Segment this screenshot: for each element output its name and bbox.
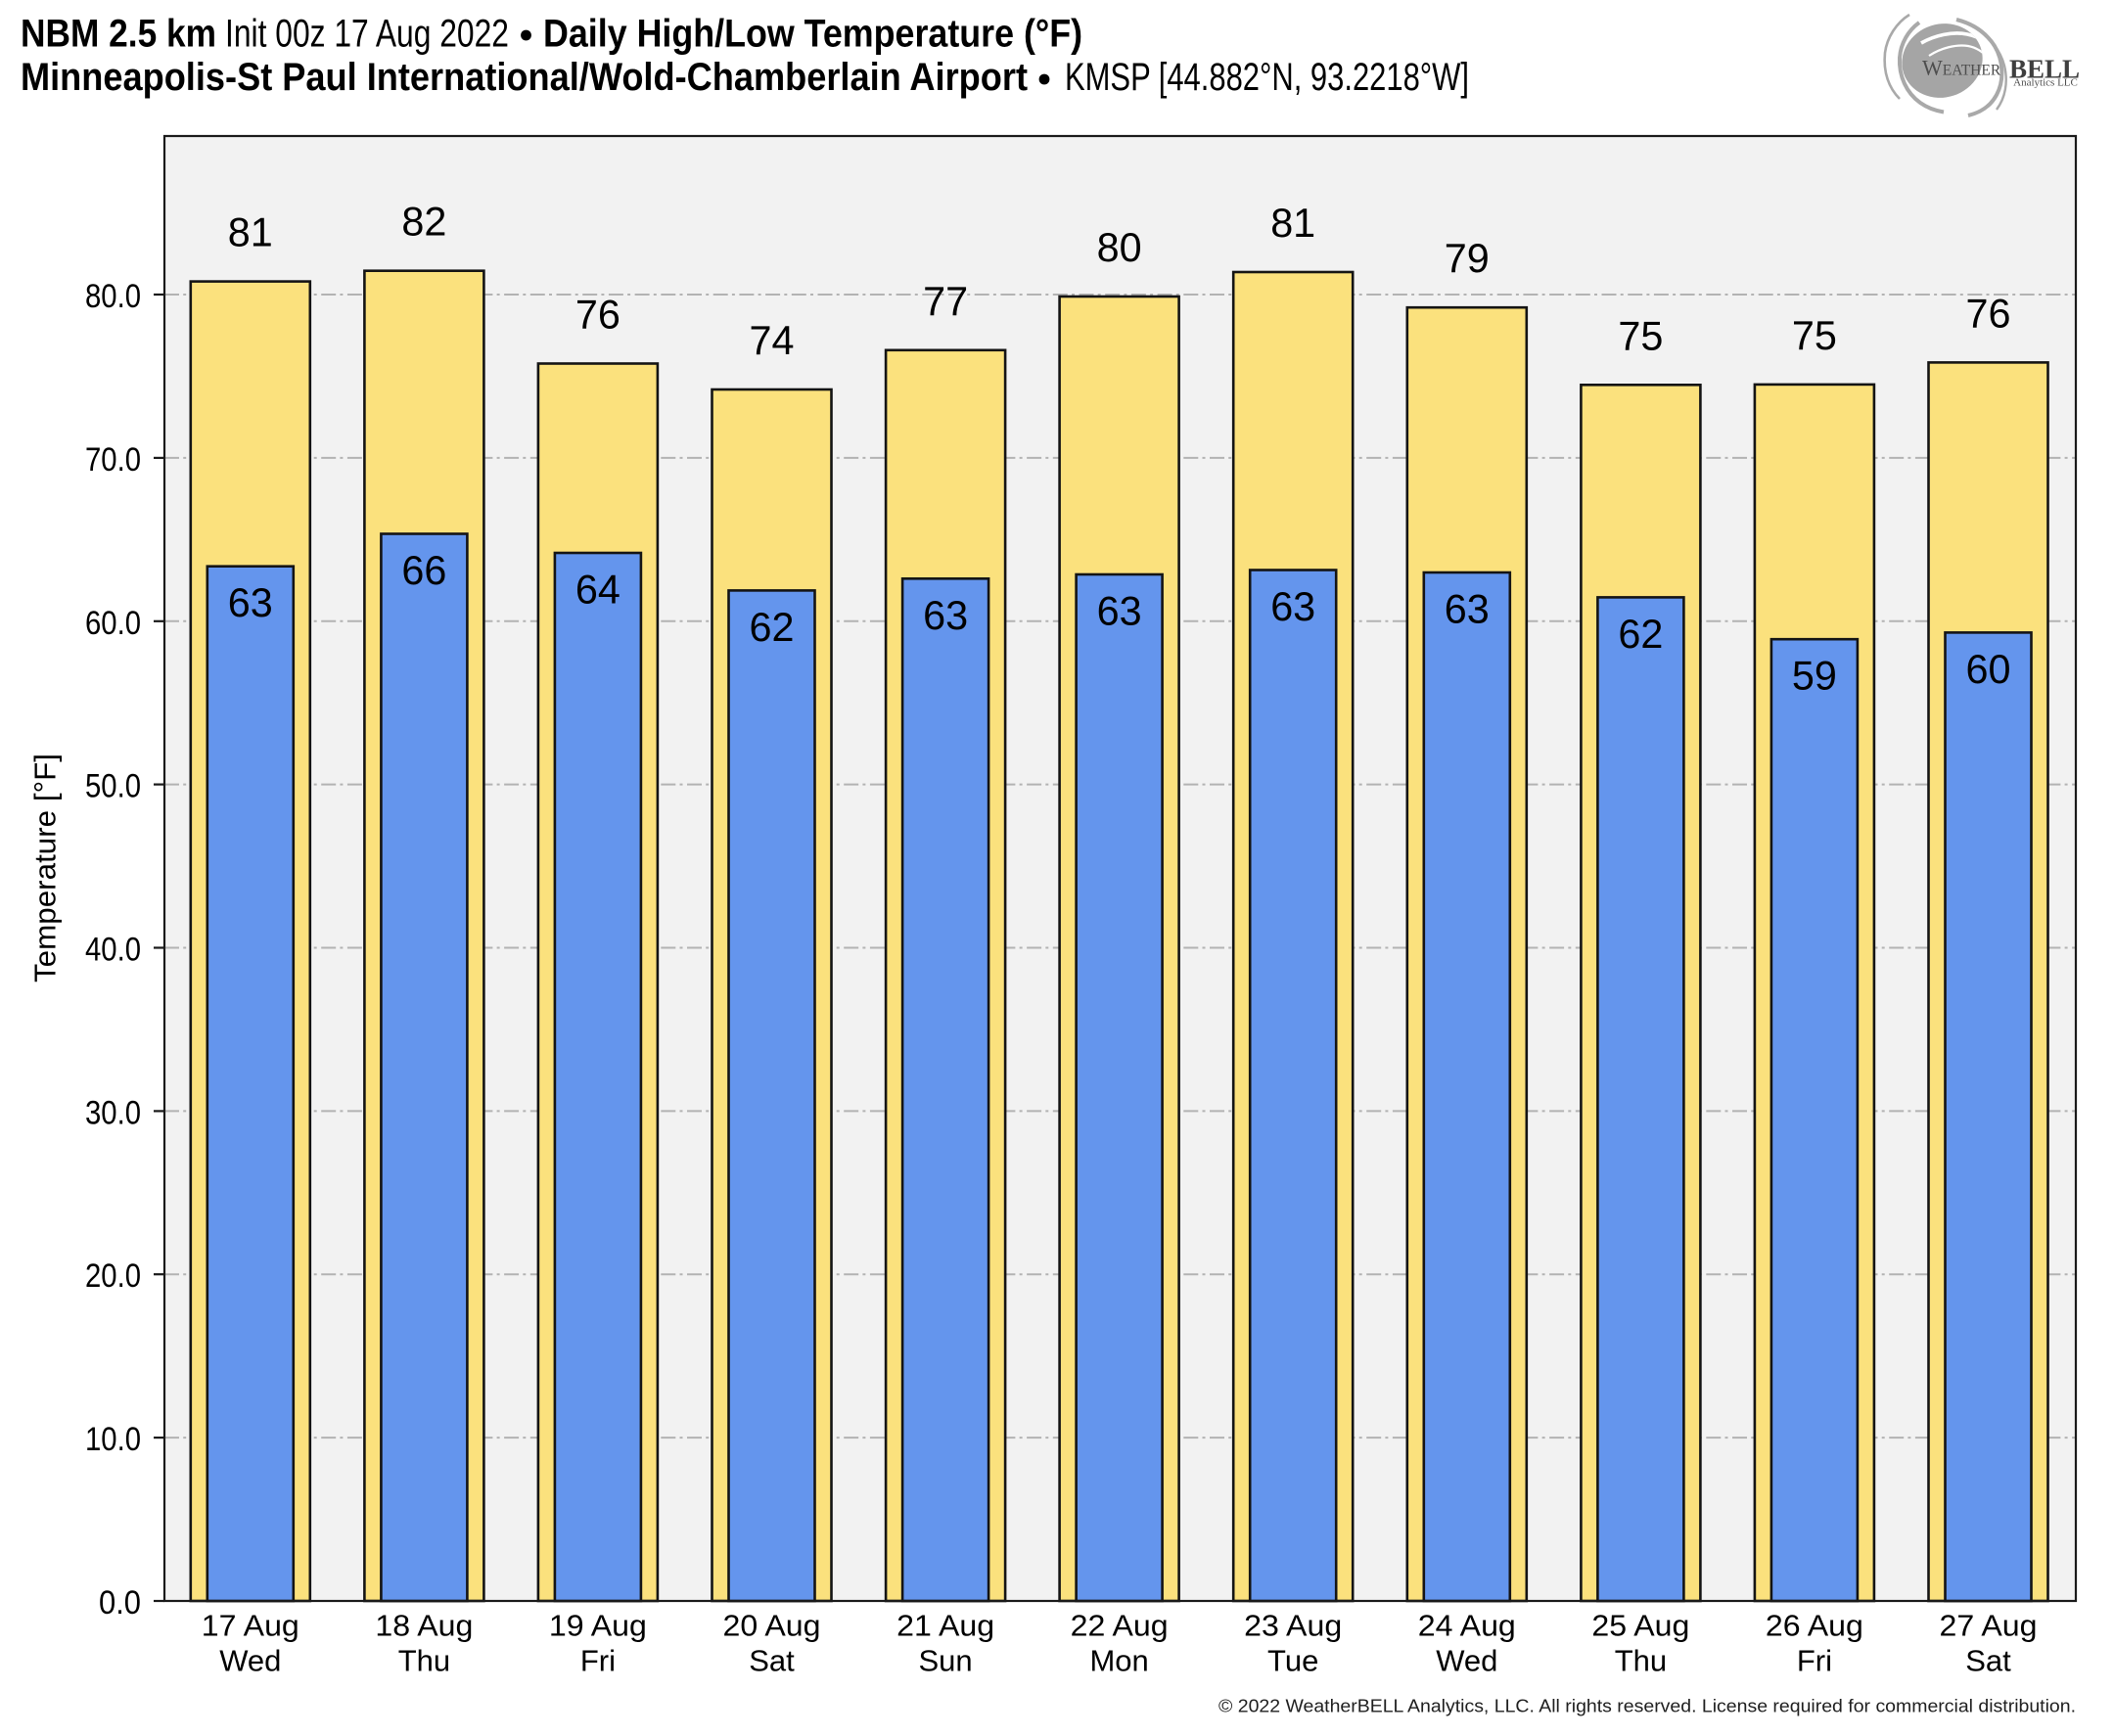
svg-text:Wed: Wed <box>1436 1643 1497 1677</box>
svg-text:70.0: 70.0 <box>85 441 141 479</box>
svg-text:Minneapolis-St Paul Internatio: Minneapolis-St Paul International/Wold-C… <box>21 56 1028 99</box>
svg-text:80.0: 80.0 <box>85 278 141 315</box>
svg-text:25 Aug: 25 Aug <box>1591 1609 1689 1643</box>
svg-text:19 Aug: 19 Aug <box>549 1609 647 1643</box>
svg-text:62: 62 <box>1618 611 1663 657</box>
svg-text:Mon: Mon <box>1089 1643 1148 1677</box>
svg-text:26 Aug: 26 Aug <box>1766 1609 1863 1643</box>
svg-text:75: 75 <box>1618 312 1663 358</box>
svg-text:27 Aug: 27 Aug <box>1940 1609 2038 1643</box>
svg-text:23 Aug: 23 Aug <box>1244 1609 1342 1643</box>
svg-text:60.0: 60.0 <box>85 605 141 642</box>
svg-text:79: 79 <box>1445 235 1490 281</box>
svg-text:82: 82 <box>401 199 446 245</box>
svg-text:Fri: Fri <box>1797 1643 1832 1677</box>
svg-text:Thu: Thu <box>1615 1643 1667 1677</box>
svg-text:63: 63 <box>1097 588 1142 634</box>
svg-text:0.0: 0.0 <box>99 1584 141 1622</box>
svg-text:Sat: Sat <box>1965 1643 2011 1677</box>
svg-text:40.0: 40.0 <box>85 932 141 969</box>
svg-text:KMSP [44.882°N, 93.2218°W]: KMSP [44.882°N, 93.2218°W] <box>1065 56 1469 99</box>
svg-text:NBM 2.5 km: NBM 2.5 km <box>21 13 216 56</box>
svg-text:59: 59 <box>1792 653 1837 699</box>
svg-text:76: 76 <box>575 292 620 338</box>
svg-text:Tue: Tue <box>1267 1643 1318 1677</box>
svg-text:80: 80 <box>1097 224 1142 270</box>
svg-text:17 Aug: 17 Aug <box>202 1609 299 1643</box>
svg-text:60: 60 <box>1966 646 2011 692</box>
svg-text:10.0: 10.0 <box>85 1421 141 1458</box>
svg-text:Analytics LLC: Analytics LLC <box>2013 77 2078 89</box>
svg-text:Temperature [°F]: Temperature [°F] <box>28 754 63 982</box>
svg-text:Init 00z 17 Aug 2022: Init 00z 17 Aug 2022 <box>225 13 509 56</box>
svg-text:63: 63 <box>1270 583 1315 629</box>
svg-text:76: 76 <box>1966 290 2011 336</box>
svg-text:Daily High/Low Temperature (°F: Daily High/Low Temperature (°F) <box>543 13 1082 56</box>
svg-text:21 Aug: 21 Aug <box>896 1609 994 1643</box>
svg-text:66: 66 <box>401 547 446 593</box>
svg-text:64: 64 <box>575 567 620 613</box>
svg-text:22 Aug: 22 Aug <box>1071 1609 1169 1643</box>
svg-text:50.0: 50.0 <box>85 768 141 805</box>
svg-text:Sun: Sun <box>919 1643 973 1677</box>
svg-text:30.0: 30.0 <box>85 1094 141 1131</box>
svg-text:81: 81 <box>1270 200 1315 246</box>
svg-text:63: 63 <box>923 592 968 638</box>
svg-text:20 Aug: 20 Aug <box>723 1609 821 1643</box>
svg-text:Thu: Thu <box>398 1643 450 1677</box>
svg-text:Wed: Wed <box>219 1643 281 1677</box>
svg-text:74: 74 <box>750 317 795 363</box>
svg-text:BELL: BELL <box>2009 55 2080 84</box>
svg-text:20.0: 20.0 <box>85 1257 141 1295</box>
svg-text:75: 75 <box>1792 312 1837 358</box>
svg-text:81: 81 <box>228 209 273 255</box>
svg-text:WEATHER: WEATHER <box>1922 56 2001 80</box>
svg-text:24 Aug: 24 Aug <box>1418 1609 1516 1643</box>
svg-text:63: 63 <box>228 579 273 625</box>
svg-text:62: 62 <box>750 604 795 650</box>
svg-text:77: 77 <box>923 278 968 324</box>
svg-text:© 2022 WeatherBELL Analytics,: © 2022 WeatherBELL Analytics, LLC. All r… <box>1218 1697 2076 1716</box>
svg-text:63: 63 <box>1445 586 1490 632</box>
svg-text:Sat: Sat <box>749 1643 795 1677</box>
svg-text:18 Aug: 18 Aug <box>375 1609 473 1643</box>
svg-text:Fri: Fri <box>580 1643 616 1677</box>
